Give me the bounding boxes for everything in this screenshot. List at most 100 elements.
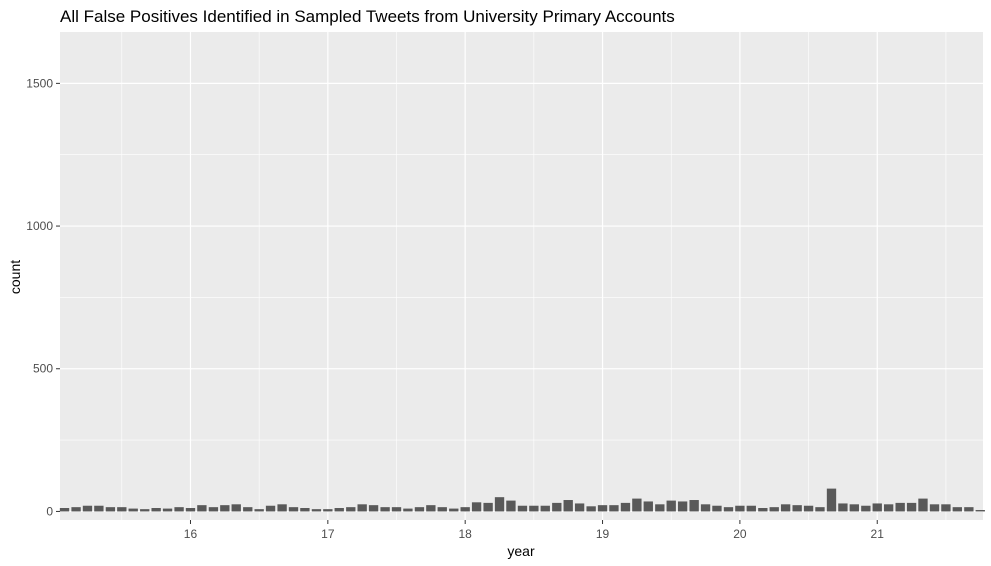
x-tick-label: 17 bbox=[321, 527, 335, 541]
bar bbox=[941, 504, 951, 512]
bar bbox=[437, 507, 447, 512]
bar bbox=[323, 509, 333, 512]
bar bbox=[735, 505, 745, 512]
bar bbox=[780, 504, 791, 512]
bar bbox=[117, 507, 127, 512]
bar bbox=[277, 504, 287, 512]
bar bbox=[563, 500, 573, 512]
bar bbox=[929, 504, 940, 512]
bars bbox=[59, 488, 985, 512]
bar bbox=[346, 507, 356, 512]
bar bbox=[632, 498, 642, 512]
bar bbox=[677, 501, 688, 512]
grid-minor bbox=[60, 32, 983, 520]
bar bbox=[208, 507, 219, 512]
bar bbox=[643, 501, 653, 512]
bar bbox=[414, 507, 425, 512]
bar bbox=[82, 505, 93, 512]
x-tick-label: 20 bbox=[733, 527, 747, 541]
x-axis: 16 17 18 19 20 21 bbox=[184, 520, 884, 541]
bar bbox=[655, 504, 665, 512]
bar bbox=[300, 508, 310, 512]
bar bbox=[895, 502, 905, 512]
bar bbox=[334, 508, 344, 512]
bar bbox=[552, 502, 562, 512]
bar bbox=[288, 507, 299, 512]
bar bbox=[128, 508, 138, 512]
bar bbox=[59, 508, 70, 512]
bar bbox=[140, 509, 150, 512]
bar bbox=[506, 500, 516, 512]
y-axis: 0 500 1000 1500 bbox=[26, 76, 60, 518]
bar bbox=[712, 505, 722, 512]
bar bbox=[964, 507, 974, 512]
bar bbox=[426, 505, 436, 512]
bar bbox=[861, 505, 871, 512]
bar bbox=[197, 505, 207, 512]
bar bbox=[449, 508, 459, 512]
x-tick-label: 19 bbox=[596, 527, 610, 541]
bar bbox=[254, 509, 264, 512]
x-axis-title: year bbox=[507, 543, 535, 559]
bar bbox=[723, 507, 734, 512]
bar bbox=[311, 509, 322, 512]
bar bbox=[952, 507, 962, 512]
bar bbox=[540, 505, 550, 512]
bar bbox=[357, 504, 367, 512]
bar bbox=[849, 504, 859, 512]
bar bbox=[471, 502, 482, 512]
bar bbox=[105, 507, 116, 512]
bar bbox=[609, 505, 619, 512]
bar bbox=[529, 505, 539, 512]
bar bbox=[815, 507, 825, 512]
bar bbox=[265, 505, 276, 512]
bar bbox=[758, 508, 768, 512]
bar bbox=[975, 510, 985, 512]
bar bbox=[792, 505, 802, 512]
bar bbox=[666, 500, 676, 512]
bar bbox=[517, 505, 528, 512]
x-tick-label: 16 bbox=[184, 527, 198, 541]
bar bbox=[586, 506, 596, 512]
bar bbox=[243, 507, 253, 512]
y-tick-label: 1500 bbox=[26, 76, 53, 90]
bar bbox=[368, 505, 379, 512]
bar bbox=[151, 508, 161, 512]
bar bbox=[918, 498, 928, 512]
y-tick-label: 0 bbox=[46, 504, 53, 518]
bar bbox=[391, 507, 402, 512]
bar bbox=[826, 488, 837, 512]
bar bbox=[838, 503, 848, 512]
bar bbox=[220, 505, 230, 512]
bar bbox=[494, 497, 505, 512]
bar bbox=[460, 507, 470, 512]
bar bbox=[769, 507, 779, 512]
bar bbox=[185, 508, 196, 512]
bar bbox=[872, 503, 882, 512]
x-tick-label: 18 bbox=[459, 527, 473, 541]
bar bbox=[620, 502, 631, 512]
bar bbox=[597, 505, 608, 512]
bar bbox=[380, 507, 390, 512]
bar bbox=[883, 504, 894, 512]
bar bbox=[746, 505, 756, 512]
bar bbox=[803, 505, 814, 512]
x-tick-label: 21 bbox=[871, 527, 885, 541]
chart-title: All False Positives Identified in Sample… bbox=[60, 7, 675, 26]
bar bbox=[483, 502, 493, 512]
bar bbox=[403, 508, 413, 512]
bar bbox=[689, 500, 699, 512]
bar bbox=[71, 507, 81, 512]
bar bbox=[162, 508, 173, 512]
y-axis-title: count bbox=[7, 260, 23, 294]
bar bbox=[700, 504, 711, 512]
bar bbox=[174, 507, 184, 512]
bar bbox=[574, 503, 585, 512]
bar bbox=[231, 504, 241, 512]
bar bbox=[94, 505, 104, 512]
y-tick-label: 1000 bbox=[26, 219, 53, 233]
bar bbox=[906, 502, 917, 512]
y-tick-label: 500 bbox=[33, 362, 53, 376]
plot-panel bbox=[60, 32, 983, 520]
